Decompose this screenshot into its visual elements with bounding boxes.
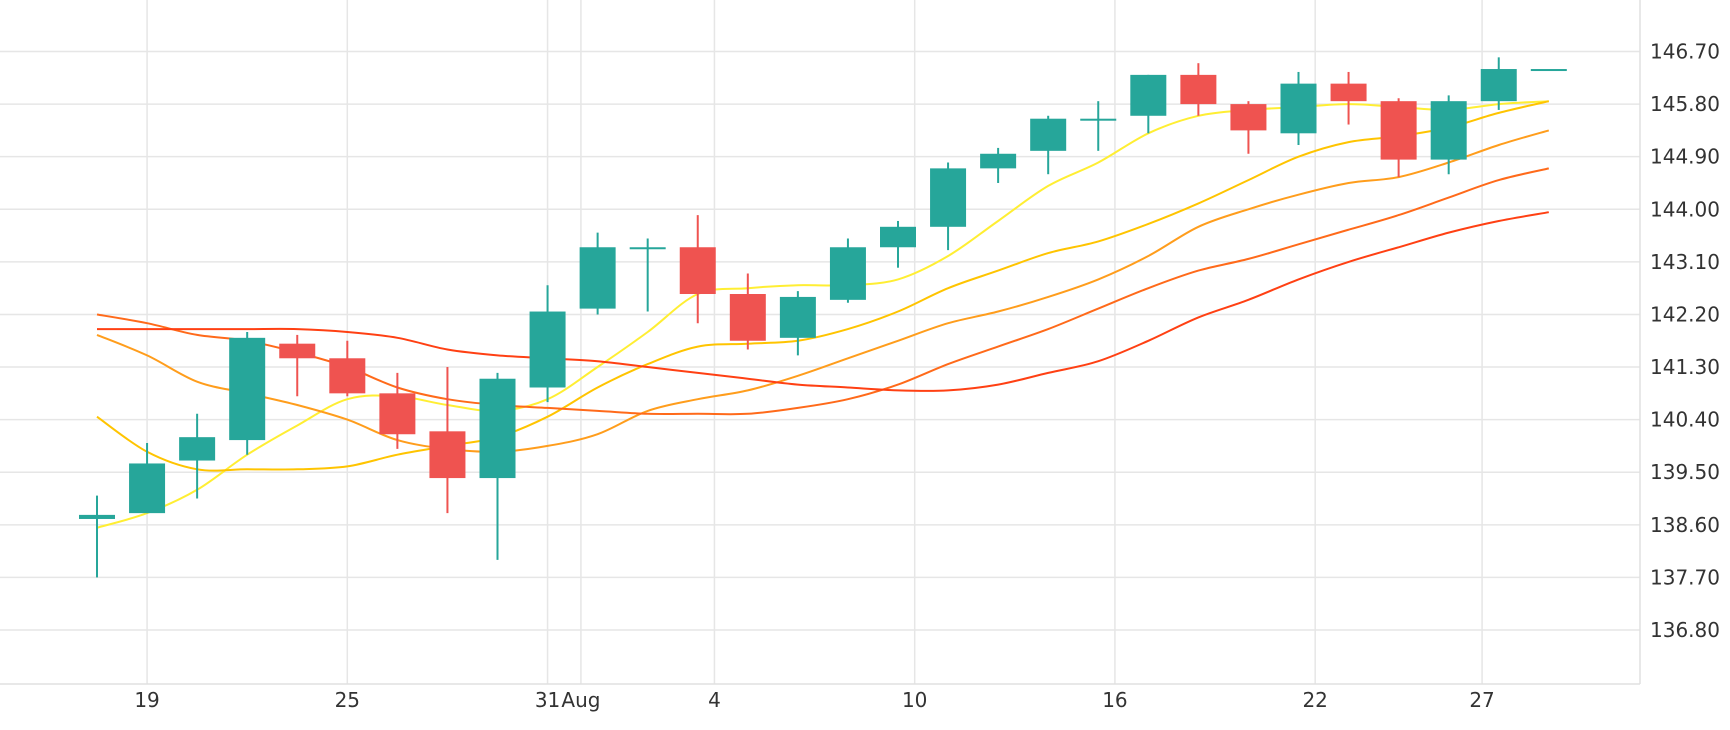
candle-body [279, 343, 316, 359]
x-tick-label: 19 [134, 688, 159, 712]
candle-body [679, 247, 716, 295]
candle[interactable] [1280, 71, 1317, 145]
x-axis-labels: 19 25 31 Aug 4 10 16 22 27 [134, 688, 1494, 712]
candle-body [1480, 69, 1517, 102]
candle[interactable] [179, 413, 216, 499]
candle-body [229, 337, 266, 441]
candle[interactable] [579, 232, 616, 315]
moving-average-line-5 [96, 211, 1549, 392]
x-tick-label: 25 [335, 688, 360, 712]
x-tick-label: 10 [902, 688, 927, 712]
candle[interactable] [1230, 101, 1267, 154]
y-tick-label: 137.70 [1650, 565, 1720, 589]
candle[interactable] [229, 331, 266, 455]
y-tick-label: 138.60 [1650, 513, 1720, 537]
candle[interactable] [79, 495, 115, 578]
candle-body [129, 463, 166, 514]
candle[interactable] [329, 340, 366, 397]
moving-average-line-3 [96, 129, 1550, 453]
candle-body [779, 296, 816, 338]
candle[interactable] [279, 334, 316, 397]
candle[interactable] [1430, 95, 1467, 175]
candle-body [1380, 101, 1417, 160]
y-axis-labels: 146.70 145.80 144.90 144.00 143.10 142.20 141.… [1650, 40, 1720, 643]
candle[interactable] [429, 367, 466, 514]
candle-body [729, 294, 766, 341]
candle[interactable] [1380, 98, 1417, 178]
x-tick-label: Aug [561, 688, 600, 712]
x-tick-label: 4 [708, 688, 721, 712]
candle[interactable] [479, 372, 516, 560]
candle[interactable] [1080, 101, 1117, 151]
candle-body [829, 247, 866, 300]
y-tick-label: 136.80 [1650, 618, 1720, 642]
y-tick-label: 139.50 [1650, 460, 1720, 484]
candle-body [629, 247, 666, 250]
candle[interactable] [1330, 71, 1367, 125]
candle-body [1280, 83, 1317, 134]
candle-body [329, 358, 366, 394]
candle[interactable] [729, 273, 766, 350]
candle[interactable] [880, 220, 916, 268]
candle[interactable] [1030, 115, 1067, 175]
y-tick-label: 144.90 [1650, 145, 1720, 169]
candle[interactable] [629, 238, 666, 312]
moving-average-line-4 [96, 167, 1550, 416]
candle[interactable] [529, 285, 566, 403]
candle-body [880, 226, 916, 248]
candle-body [930, 168, 967, 227]
candle[interactable] [829, 238, 866, 303]
candle[interactable] [129, 443, 166, 514]
y-tick-label: 145.80 [1650, 92, 1720, 116]
candle-body [529, 311, 566, 388]
candle-body [179, 437, 216, 461]
candle-body [1230, 104, 1267, 131]
x-tick-label: 27 [1469, 688, 1494, 712]
candle[interactable] [1180, 63, 1217, 116]
candle[interactable] [1480, 57, 1517, 110]
candle-body [1330, 83, 1367, 102]
axes [0, 0, 1641, 685]
candle[interactable] [779, 291, 816, 356]
y-tick-label: 141.30 [1650, 355, 1720, 379]
x-gridlines [146, 0, 1483, 684]
candle-body [1530, 69, 1567, 72]
candle[interactable] [980, 147, 1017, 183]
y-tick-label: 142.20 [1650, 302, 1720, 326]
candle-body [980, 153, 1017, 169]
candle-body [579, 247, 616, 309]
candle-body [429, 431, 466, 479]
candle-body [379, 393, 416, 435]
candle[interactable] [930, 162, 967, 251]
candle-body [1430, 101, 1467, 160]
x-tick-label: 22 [1302, 688, 1327, 712]
y-gridlines [0, 50, 1640, 631]
candle-body [1130, 74, 1167, 116]
y-tick-label: 140.40 [1650, 408, 1720, 432]
candle[interactable] [379, 372, 416, 449]
x-tick-label: 16 [1102, 688, 1127, 712]
candle[interactable] [1530, 69, 1567, 72]
moving-average-line-2 [96, 100, 1550, 472]
candle-body [479, 378, 516, 479]
y-tick-label: 146.70 [1650, 40, 1720, 64]
candles [79, 57, 1567, 578]
y-tick-label: 144.00 [1650, 197, 1720, 221]
candle-body [79, 514, 115, 519]
candle-body [1180, 74, 1217, 105]
candle[interactable] [679, 215, 716, 324]
candle-body [1030, 118, 1067, 151]
candle[interactable] [1130, 74, 1167, 134]
y-tick-label: 143.10 [1650, 250, 1720, 274]
x-tick-label: 31 [535, 688, 560, 712]
candle-body [1080, 118, 1117, 121]
